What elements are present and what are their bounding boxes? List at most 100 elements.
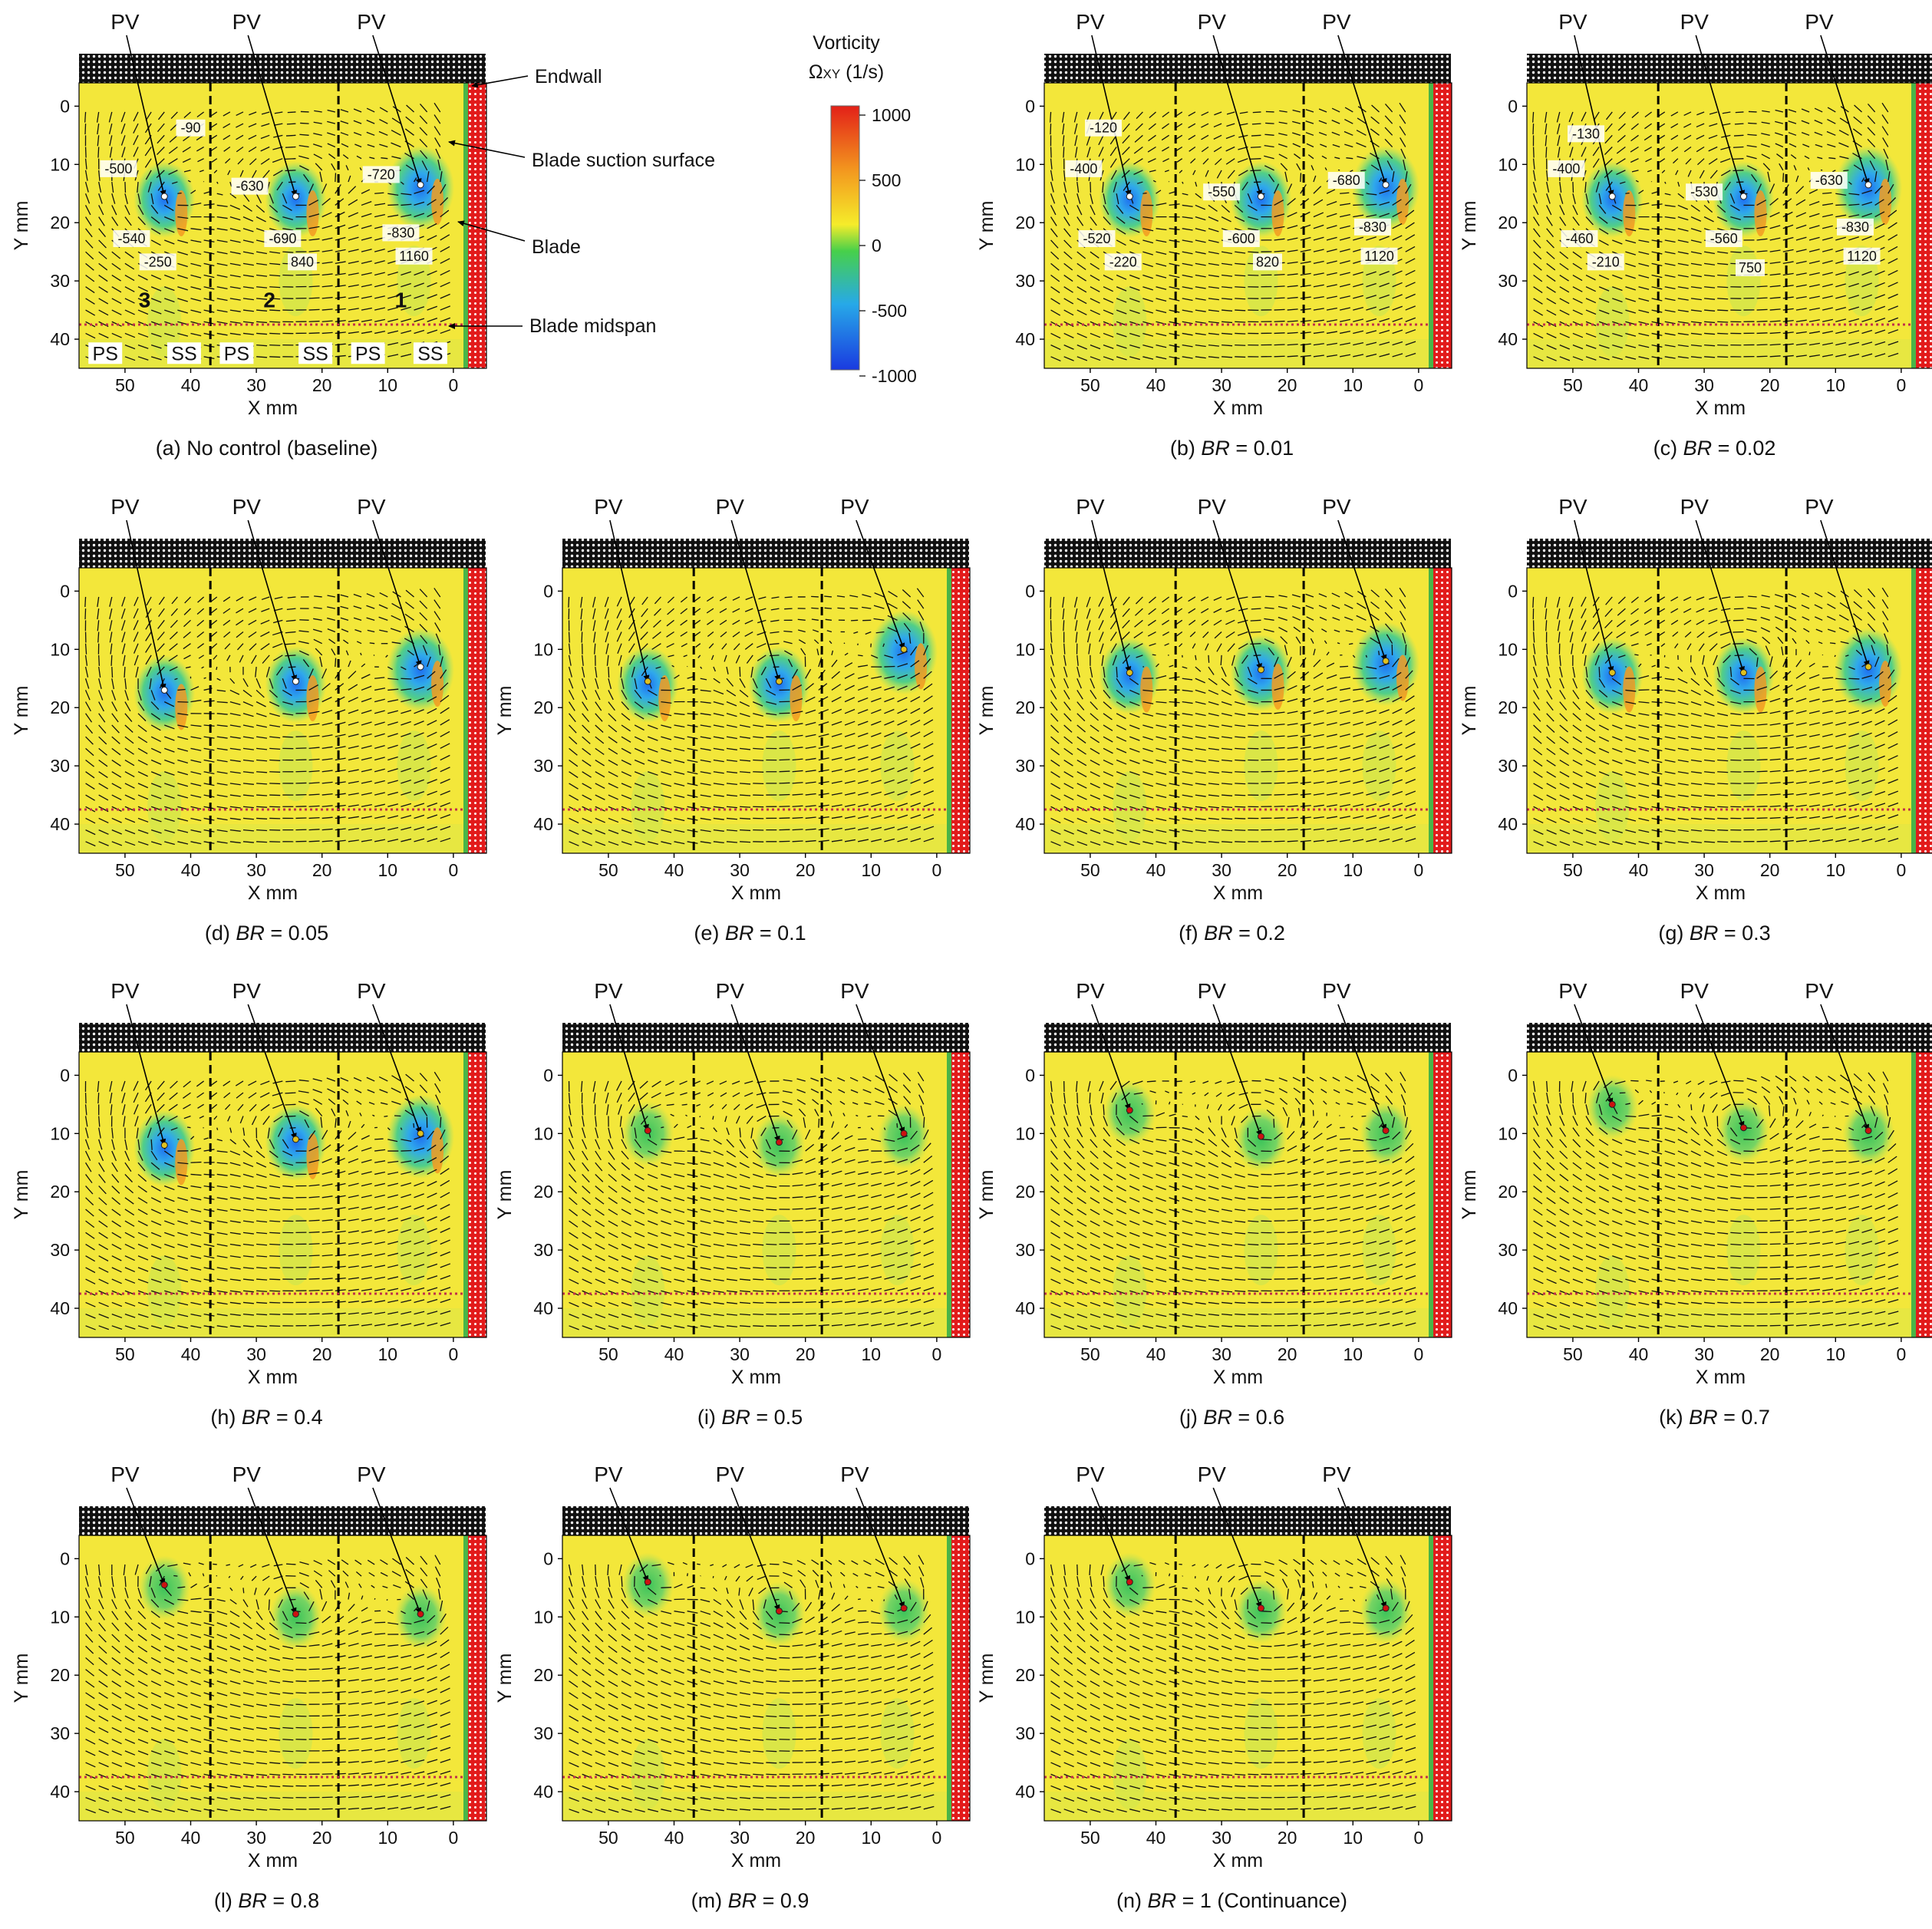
- x-tick-label: 0: [1413, 860, 1423, 880]
- x-axis-label: X mm: [248, 397, 298, 419]
- x-tick-label: 10: [1343, 1828, 1363, 1848]
- x-tick-label: 10: [377, 860, 397, 880]
- plot-frame: [1526, 567, 1932, 854]
- value-label: -210: [1592, 254, 1620, 269]
- panel-e: 50 40 30 20 10 0 0 10 20 30 40 X mm Y mm PV PV PV (e) BR…: [494, 495, 971, 945]
- vector-field: [568, 1555, 935, 1814]
- pv-label: PV: [1322, 10, 1351, 34]
- vector-field: [568, 1071, 935, 1331]
- panel-caption: (n) BR = 1 (Continuance): [1116, 1889, 1347, 1912]
- y-tick-label: 10: [1498, 1123, 1518, 1143]
- pv-arrow: [1820, 519, 1870, 668]
- x-tick-label: 0: [1896, 375, 1906, 395]
- suction-surface: [1429, 1052, 1433, 1337]
- pv-arrow: [372, 519, 422, 668]
- y-tick-label: 10: [533, 1607, 553, 1627]
- y-axis-label: Y mm: [1459, 1170, 1480, 1220]
- y-tick-label: 10: [1498, 639, 1518, 659]
- legend-ticks: 1000 500 0 -500 -1000: [859, 105, 917, 386]
- endwall-hatch-bar: [1527, 54, 1932, 83]
- lower-field-band: [562, 824, 950, 853]
- vortex-center-marker: [1126, 1578, 1133, 1586]
- y-tick-label: 40: [50, 329, 70, 349]
- value-label: -220: [1109, 254, 1137, 269]
- pv-label: PV: [1558, 979, 1587, 1003]
- value-label: -120: [1090, 120, 1117, 136]
- vortex-center-marker: [1864, 1126, 1872, 1134]
- y-axis-label: Y mm: [11, 201, 32, 251]
- y-tick-label: 10: [1015, 1123, 1035, 1143]
- endwall-hatch-bar: [1527, 1023, 1932, 1052]
- x-tick-label: 40: [1146, 1828, 1166, 1848]
- suction-surface: [1429, 568, 1433, 853]
- y-axis-label: Y mm: [976, 686, 997, 736]
- corner-vortex: [790, 675, 803, 722]
- value-label-box: [1587, 253, 1624, 271]
- value-label: 840: [291, 254, 314, 269]
- x-tick-label: 40: [181, 860, 201, 880]
- value-label: -830: [1359, 219, 1386, 235]
- value-label-box: [264, 229, 302, 247]
- x-tick-label: 20: [1278, 1344, 1297, 1364]
- y-axis-label: Y mm: [494, 686, 516, 736]
- vector-field: [84, 102, 451, 362]
- x-tick-label: 30: [730, 1344, 750, 1364]
- value-label-box: [395, 247, 433, 265]
- panel-caption: (b) BR = 0.01: [1170, 437, 1294, 460]
- x-tick-label: 40: [664, 1344, 684, 1364]
- x-tick-label: 40: [1629, 375, 1649, 395]
- pv-arrow: [1091, 1487, 1131, 1583]
- corner-vortex: [431, 661, 444, 707]
- x-tick-label: 40: [181, 1344, 201, 1364]
- value-label-box: [1222, 229, 1260, 247]
- vortex-center-marker: [1739, 193, 1747, 200]
- pv-label: PV: [232, 979, 262, 1003]
- pv-label: PV: [1322, 495, 1351, 519]
- corner-vortex: [1879, 661, 1892, 707]
- y-tick-label: 0: [60, 581, 70, 601]
- vector-field: [1532, 1071, 1899, 1331]
- y-axis-label: Y mm: [1459, 201, 1480, 251]
- vortex-center-marker: [1126, 193, 1133, 200]
- y-tick-label: 40: [1498, 814, 1518, 834]
- lower-field-band: [1044, 1308, 1432, 1337]
- x-tick-label: 0: [1896, 860, 1906, 880]
- y-tick-label: 0: [60, 1065, 70, 1085]
- x-tick-label: 20: [312, 1828, 332, 1848]
- panel-caption: (m) BR = 0.9: [691, 1889, 809, 1912]
- x-tick-label: 10: [1825, 375, 1845, 395]
- plot-frame: [78, 1535, 487, 1822]
- vortex-center-marker: [1864, 663, 1872, 671]
- surface-label-box: [219, 342, 254, 364]
- pv-label: PV: [1076, 495, 1105, 519]
- pv-label: PV: [1680, 10, 1709, 34]
- y-tick-label: 40: [1498, 329, 1518, 349]
- pv-label: PV: [357, 1462, 386, 1486]
- corner-vortex: [175, 1139, 188, 1185]
- pv-label: PV: [357, 979, 386, 1003]
- panel-caption: (j) BR = 0.6: [1179, 1406, 1284, 1429]
- value-label: 1120: [1847, 249, 1877, 264]
- x-tick-label: 20: [1760, 860, 1780, 880]
- legend-tick-label: -1000: [872, 366, 917, 386]
- x-axis-label: X mm: [1696, 1367, 1746, 1388]
- corner-vortex: [175, 190, 188, 237]
- corner-vortex: [306, 190, 319, 237]
- pv-arrow: [730, 1004, 780, 1143]
- vortex-center-marker: [1608, 669, 1616, 677]
- corner-vortex: [431, 1127, 444, 1174]
- value-label-box: [176, 119, 206, 137]
- x-tick-label: 40: [1146, 1344, 1166, 1364]
- pv-arrow: [1695, 519, 1745, 674]
- vortex-center-marker: [644, 678, 651, 685]
- x-tick-label: 30: [246, 375, 266, 395]
- wake-patch: [1244, 1698, 1278, 1769]
- pv-label: PV: [1198, 979, 1227, 1003]
- endwall-hatch-bar: [79, 1023, 486, 1052]
- value-label: -630: [1815, 173, 1843, 188]
- panel-n: 50 40 30 20 10 0 0 10 20 30 40 X mm Y mm PV PV PV (n) BR…: [976, 1462, 1452, 1912]
- x-tick-label: 40: [181, 1828, 201, 1848]
- y-axis-label: Y mm: [1459, 686, 1480, 736]
- x-tick-label: 10: [377, 375, 397, 395]
- value-label: -600: [1228, 231, 1255, 246]
